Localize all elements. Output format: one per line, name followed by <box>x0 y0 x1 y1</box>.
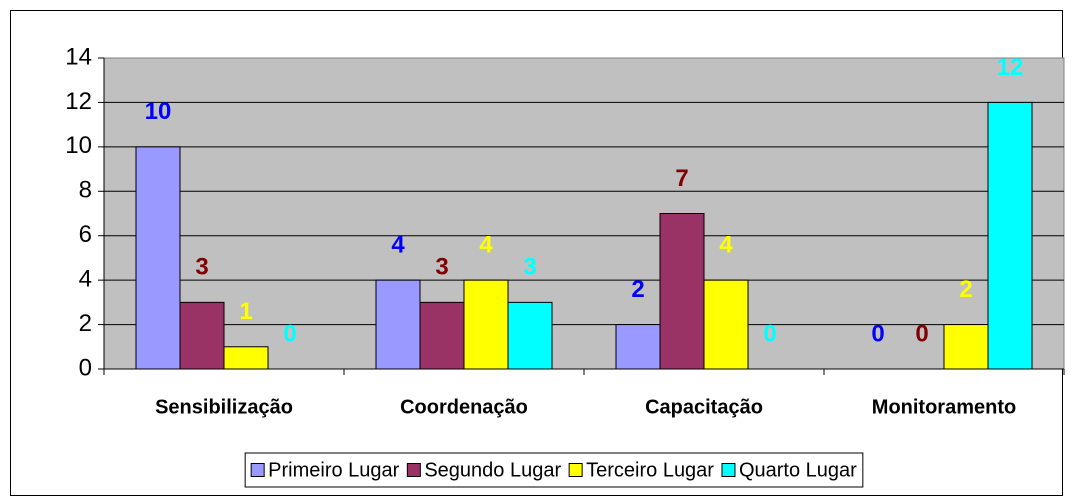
x-tick-label: Sensibilização <box>155 396 293 418</box>
data-label: 1 <box>239 298 252 325</box>
legend <box>244 452 864 488</box>
bar <box>987 101 1033 370</box>
bar <box>135 146 181 370</box>
data-label: 0 <box>763 320 776 347</box>
data-label: 4 <box>391 231 405 258</box>
data-label: 0 <box>871 320 884 347</box>
x-tick-label: Monitoramento <box>872 396 1016 418</box>
plot-area <box>103 57 1065 370</box>
data-label: 7 <box>675 165 688 192</box>
data-label: 2 <box>959 276 972 303</box>
data-label: 10 <box>145 98 172 125</box>
legend-swatch <box>568 463 583 477</box>
legend-swatch <box>250 463 265 477</box>
legend-label: Quarto Lugar <box>739 459 857 481</box>
y-tick-label: 10 <box>65 132 92 159</box>
data-label: 2 <box>631 276 644 303</box>
x-tick-label: Coordenação <box>400 396 528 418</box>
bar <box>223 346 269 370</box>
bar <box>419 301 465 370</box>
bar <box>659 213 705 370</box>
bar <box>615 324 661 370</box>
y-tick-label: 4 <box>79 265 92 292</box>
x-tick-label: Capacitação <box>645 396 763 418</box>
data-label: 12 <box>997 54 1024 81</box>
y-tick-label: 8 <box>79 177 92 204</box>
data-label: 3 <box>195 254 208 281</box>
bar <box>463 279 509 370</box>
legend-label: Terceiro Lugar <box>586 459 714 481</box>
y-tick-label: 0 <box>79 354 92 381</box>
data-label: 0 <box>915 320 928 347</box>
bar <box>375 279 421 370</box>
legend-label: Segundo Lugar <box>424 459 561 481</box>
data-label: 4 <box>479 231 493 258</box>
y-tick-label: 12 <box>65 88 92 115</box>
bar <box>507 301 553 370</box>
legend-label: Primeiro Lugar <box>268 459 400 481</box>
bar <box>179 301 225 370</box>
y-tick-label: 2 <box>79 310 92 337</box>
bar <box>703 279 749 370</box>
bar <box>943 324 989 370</box>
legend-swatch <box>406 463 421 477</box>
y-tick-label: 14 <box>65 43 92 70</box>
data-label: 3 <box>435 254 448 281</box>
legend-swatch <box>721 463 736 477</box>
data-label: 4 <box>719 231 733 258</box>
data-label: 3 <box>523 254 536 281</box>
data-label: 0 <box>283 320 296 347</box>
y-tick-label: 6 <box>79 221 92 248</box>
